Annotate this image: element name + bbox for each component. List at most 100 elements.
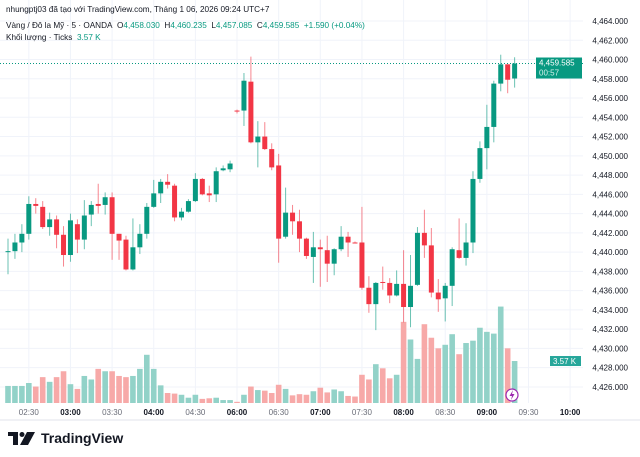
volume-bar: [26, 383, 32, 403]
candle: [116, 233, 122, 260]
volume-bar: [53, 377, 60, 403]
x-tick-label: 09:30: [518, 408, 539, 417]
x-tick-label: 02:30: [19, 408, 40, 417]
volume-bar: [116, 375, 122, 403]
y-tick-label: 4,444.000: [592, 210, 628, 219]
candle: [12, 233, 18, 259]
x-tick-label: 08:00: [393, 408, 414, 417]
volume-bar: [421, 324, 428, 403]
candle: [185, 199, 191, 213]
candle-body: [276, 165, 282, 239]
x-tick-label: 10:00: [560, 408, 581, 417]
volume-bar: [248, 386, 254, 403]
candle: [123, 235, 129, 271]
candle: [19, 224, 25, 253]
volume-bar: [234, 401, 240, 403]
y-tick-label: 4,430.000: [592, 344, 628, 353]
candle: [109, 192, 115, 260]
candle-body: [296, 221, 302, 239]
open-label: O: [117, 21, 124, 30]
candle-body: [67, 220, 73, 256]
candle-body: [144, 206, 150, 234]
tradingview-logo[interactable]: TradingView: [8, 430, 123, 446]
volume-bar: [268, 393, 275, 403]
candle-body: [12, 242, 18, 252]
low-value: 4,457.085: [215, 21, 253, 30]
lightning-icon-glyph: [509, 390, 515, 400]
candle: [421, 209, 427, 258]
candle: [414, 227, 420, 286]
candle: [199, 177, 205, 196]
volume-title[interactable]: Khối lượng · Ticks: [6, 33, 73, 42]
volume-bar: [81, 375, 88, 403]
volume-bar: [470, 340, 476, 403]
volume-bar: [213, 397, 219, 403]
volume-bar: [60, 371, 67, 403]
candle: [40, 201, 46, 230]
candle-body: [206, 193, 212, 196]
x-tick-label: 03:30: [102, 408, 123, 417]
candle-body: [54, 219, 60, 235]
candle: [220, 165, 226, 172]
volume-bar: [171, 393, 178, 403]
x-tick-label: 04:30: [185, 408, 206, 417]
volume-badge-value: 3.57 K: [553, 357, 577, 366]
volume-bar: [39, 377, 46, 403]
candle: [296, 209, 302, 253]
candle-body: [345, 236, 351, 243]
candle: [130, 218, 136, 271]
candle: [248, 56, 254, 144]
candle: [477, 141, 483, 183]
volume-bar: [46, 381, 53, 403]
candle-body: [158, 181, 164, 194]
candle: [74, 219, 80, 254]
volume-bar: [123, 377, 129, 403]
candle-body: [227, 163, 233, 170]
candle-body: [498, 64, 504, 84]
candle: [435, 279, 441, 312]
volume-bar: [491, 333, 497, 403]
x-tick-label: 07:30: [352, 408, 373, 417]
candle: [206, 185, 212, 203]
candle-body: [248, 81, 254, 143]
symbol-legend: Vàng / Đô la Mỹ · 5 · OANDA O4,458.030 H…: [6, 21, 365, 30]
volume-bar: [310, 391, 317, 403]
candle-body: [310, 247, 316, 257]
volume-bar: [241, 394, 247, 403]
y-tick-label: 4,458.000: [592, 75, 628, 84]
lightning-icon[interactable]: [505, 388, 519, 402]
candle: [213, 167, 219, 203]
candle-body: [491, 83, 497, 127]
volume-bar: [95, 368, 102, 403]
x-tick-label: 08:30: [435, 408, 456, 417]
volume-bar: [275, 384, 282, 403]
x-tick-label: 09:00: [477, 408, 498, 417]
candle-body: [179, 211, 184, 218]
candle: [88, 201, 94, 227]
y-tick-label: 4,452.000: [592, 133, 628, 142]
candle: [234, 109, 240, 114]
candle-body: [484, 126, 490, 149]
volume-bar: [227, 400, 233, 403]
symbol-name[interactable]: Vàng / Đô la Mỹ · 5 · OANDA: [6, 21, 113, 30]
candle-body: [220, 168, 226, 171]
volume-bar: [32, 386, 39, 403]
volume-bar: [137, 368, 143, 403]
volume-bar: [261, 390, 268, 403]
candle: [67, 213, 73, 262]
candle: [303, 237, 309, 259]
y-tick-label: 4,432.000: [592, 325, 628, 334]
candle: [5, 238, 11, 275]
y-tick-label: 4,426.000: [592, 383, 628, 392]
candle-body: [88, 204, 94, 215]
candle-body: [449, 249, 455, 286]
candle: [61, 226, 67, 267]
y-tick-label: 4,462.000: [592, 36, 628, 45]
volume-bar: [449, 334, 455, 403]
y-tick-label: 4,456.000: [592, 94, 628, 103]
last-price-badge: [536, 57, 582, 79]
volume-bar: [331, 389, 337, 403]
candle: [290, 204, 296, 235]
volume-bar: [164, 393, 171, 403]
